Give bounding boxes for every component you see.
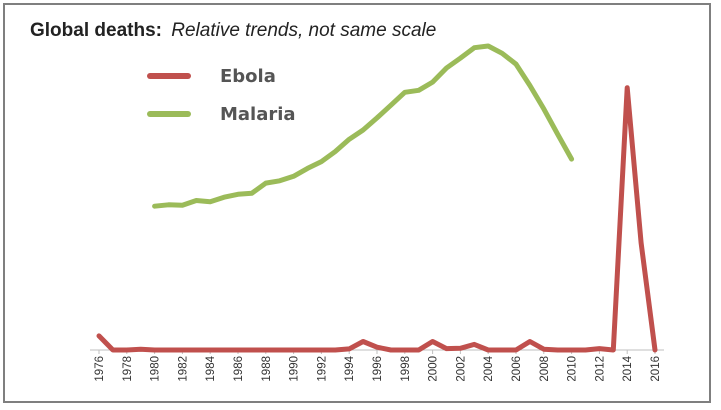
chart-subtitle: Relative trends, not same scale — [171, 20, 437, 41]
x-tick-label: 2016 — [650, 356, 662, 382]
x-axis-ticks: 1976 1978 1980 1982 1984 1986 1988 1990 1992 1994… — [94, 350, 662, 382]
x-tick-label: 1986 — [233, 356, 245, 382]
x-tick-label: 2014 — [622, 355, 634, 381]
x-tick-label: 2006 — [511, 356, 523, 382]
x-tick-label: 1992 — [316, 356, 328, 382]
x-tick-label: 1978 — [122, 356, 134, 382]
series-line-malaria — [152, 43, 575, 209]
x-tick-label: 1984 — [205, 355, 217, 381]
x-tick-label: 1996 — [372, 356, 384, 382]
x-tick-label: 2010 — [567, 356, 579, 382]
x-tick-label: 2008 — [539, 356, 551, 382]
x-tick-label: 1990 — [289, 356, 301, 382]
series-line-ebola — [96, 85, 658, 353]
x-tick-label: 2000 — [428, 356, 440, 382]
chart-title: Global deaths: Relative trends, not same… — [30, 20, 436, 42]
legend-label-ebola: Ebola — [220, 66, 276, 87]
x-tick-label: 1980 — [150, 356, 162, 382]
x-tick-label: 1994 — [344, 355, 356, 381]
chart-frame — [3, 3, 711, 403]
x-tick-label: 2004 — [483, 355, 495, 381]
x-tick-label: 1998 — [400, 356, 412, 382]
x-tick-label: 1982 — [177, 356, 189, 382]
x-tick-label: 1976 — [94, 356, 106, 382]
legend: Ebola Malaria — [147, 66, 296, 125]
x-tick-label: 2002 — [455, 356, 467, 382]
x-tick-label: 1988 — [261, 356, 273, 382]
chart-title-main: Global deaths: — [30, 20, 162, 41]
legend-label-malaria: Malaria — [220, 104, 296, 125]
x-tick-label: 2012 — [594, 356, 606, 382]
series-group — [96, 43, 658, 353]
